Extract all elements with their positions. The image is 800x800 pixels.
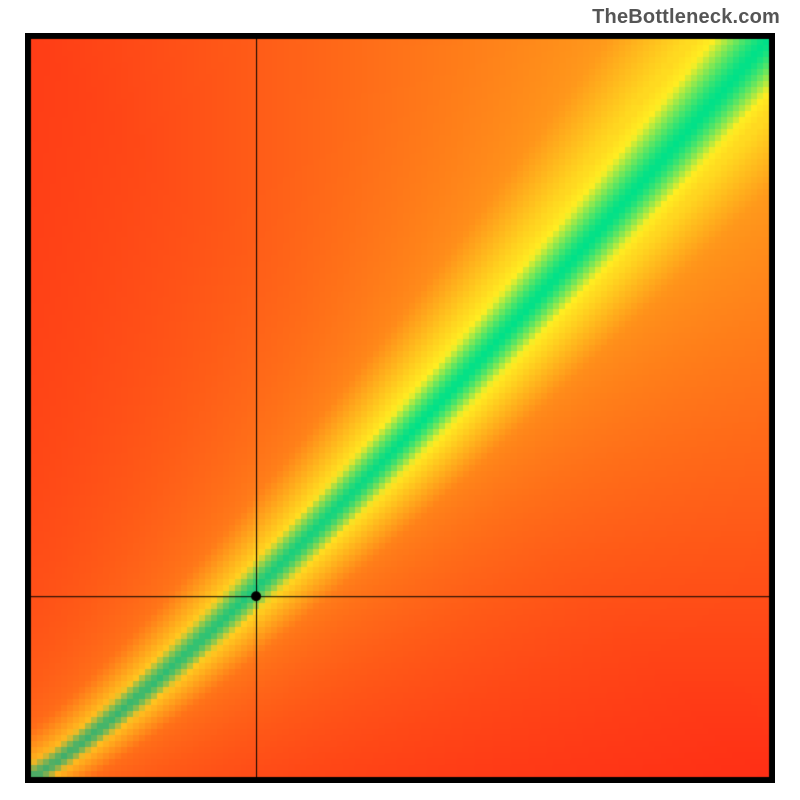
heatmap-canvas xyxy=(25,33,775,783)
heatmap-plot xyxy=(25,33,775,783)
chart-container: TheBottleneck.com xyxy=(0,0,800,800)
watermark-text: TheBottleneck.com xyxy=(592,6,780,29)
